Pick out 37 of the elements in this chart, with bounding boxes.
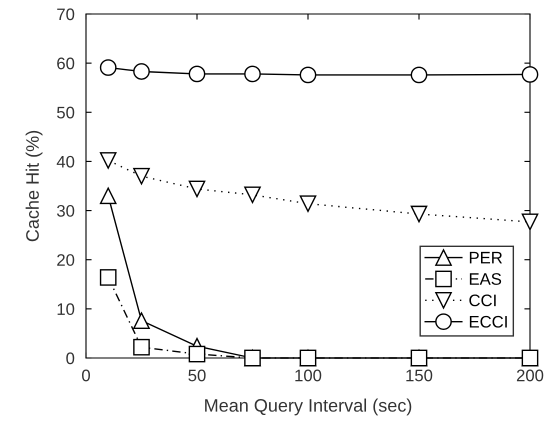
point [188, 346, 206, 362]
point [100, 269, 117, 286]
point [300, 350, 316, 366]
point [100, 187, 117, 204]
point [522, 66, 538, 83]
y-tick-label: 0 [66, 352, 74, 364]
legend-label: PER [470, 252, 502, 264]
y-axis-title: Cache Hit (%) [26, 130, 42, 242]
x-tick-label: 200 [516, 370, 544, 382]
point [244, 66, 261, 82]
point [100, 152, 117, 169]
x-tick-label: 50 [188, 370, 206, 382]
point [410, 206, 428, 222]
y-tick-label: 40 [56, 156, 74, 168]
point [188, 66, 206, 82]
point [133, 312, 150, 329]
y-tick-label: 60 [57, 58, 74, 70]
point [300, 66, 316, 84]
point [133, 63, 150, 80]
point [522, 214, 538, 230]
legend-label: ECCI [470, 316, 507, 328]
y-tick-label: 70 [57, 8, 74, 20]
point [133, 338, 150, 356]
y-tick-label: 20 [57, 254, 74, 266]
y-tick-label: 50 [57, 106, 74, 118]
point [300, 195, 316, 212]
x-axis-title: Mean Query Interval (sec) [205, 398, 412, 416]
x-tick-label: 150 [406, 370, 432, 382]
legend-label: EAS [470, 273, 502, 285]
x-tick-label: 0 [82, 370, 90, 382]
point [133, 168, 150, 185]
x-tick-label: 100 [295, 370, 322, 382]
point [100, 59, 117, 76]
y-tick-label: 10 [58, 303, 74, 316]
point [410, 66, 428, 84]
y-tick-label: 30 [56, 204, 74, 217]
legend-label: CCI [469, 294, 496, 306]
